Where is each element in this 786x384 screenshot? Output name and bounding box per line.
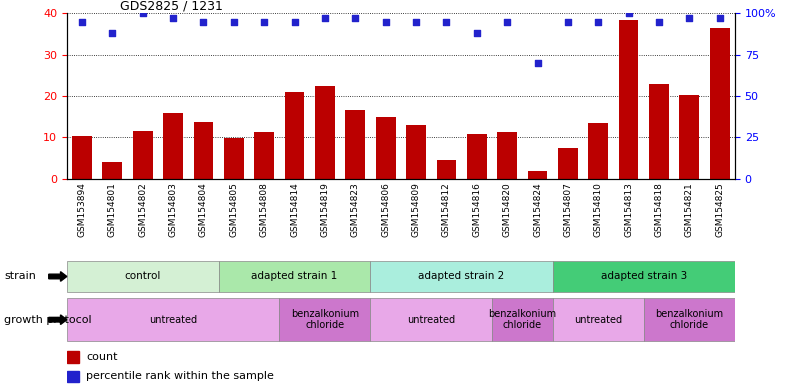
Text: GSM154819: GSM154819: [321, 182, 329, 237]
Bar: [345, 111, 365, 179]
Bar: [67, 351, 79, 363]
Point: [623, 10, 635, 17]
Text: count: count: [86, 352, 118, 362]
Bar: [279, 298, 370, 341]
Text: GSM154802: GSM154802: [138, 182, 147, 237]
Bar: [255, 132, 274, 179]
Text: GSM154801: GSM154801: [108, 182, 117, 237]
Text: GSM154814: GSM154814: [290, 182, 299, 237]
Text: strain: strain: [4, 271, 36, 281]
Text: GSM154812: GSM154812: [442, 182, 451, 237]
Point: [471, 30, 483, 36]
Bar: [224, 138, 244, 179]
Point: [714, 15, 726, 22]
Bar: [553, 261, 735, 292]
Point: [228, 19, 241, 25]
Point: [501, 19, 513, 25]
Text: GSM154808: GSM154808: [259, 182, 269, 237]
Bar: [219, 261, 370, 292]
Text: GSM154806: GSM154806: [381, 182, 390, 237]
Text: GSM154825: GSM154825: [715, 182, 724, 237]
Point: [440, 19, 453, 25]
Text: GDS2825 / 1231: GDS2825 / 1231: [120, 0, 223, 12]
Bar: [498, 132, 517, 179]
Point: [288, 19, 301, 25]
Bar: [710, 28, 729, 179]
Point: [410, 19, 422, 25]
Bar: [67, 261, 219, 292]
Point: [167, 15, 179, 22]
Text: untreated: untreated: [575, 314, 623, 325]
Point: [683, 15, 696, 22]
Text: GSM154809: GSM154809: [412, 182, 421, 237]
Point: [75, 19, 88, 25]
Text: untreated: untreated: [149, 314, 197, 325]
Point: [258, 19, 270, 25]
Bar: [492, 298, 553, 341]
Bar: [67, 371, 79, 382]
Text: GSM154805: GSM154805: [230, 182, 238, 237]
Bar: [553, 298, 644, 341]
Text: GSM154824: GSM154824: [533, 182, 542, 237]
Text: GSM154818: GSM154818: [655, 182, 663, 237]
Text: control: control: [124, 271, 161, 281]
Text: GSM154803: GSM154803: [169, 182, 178, 237]
Text: GSM154820: GSM154820: [503, 182, 512, 237]
Bar: [72, 136, 92, 179]
Text: benzalkonium
chloride: benzalkonium chloride: [656, 309, 723, 331]
Text: GSM154816: GSM154816: [472, 182, 481, 237]
Point: [318, 15, 331, 22]
Point: [380, 19, 392, 25]
Bar: [527, 171, 547, 179]
Text: adapted strain 1: adapted strain 1: [252, 271, 338, 281]
Text: GSM153894: GSM153894: [78, 182, 86, 237]
Point: [652, 19, 665, 25]
Text: benzalkonium
chloride: benzalkonium chloride: [291, 309, 359, 331]
Point: [531, 60, 544, 66]
Bar: [679, 95, 700, 179]
Point: [106, 30, 119, 36]
Bar: [619, 20, 638, 179]
Bar: [406, 125, 426, 179]
Point: [592, 19, 604, 25]
Bar: [649, 84, 669, 179]
Text: adapted strain 3: adapted strain 3: [601, 271, 687, 281]
Text: GSM154807: GSM154807: [564, 182, 572, 237]
Text: GSM154813: GSM154813: [624, 182, 633, 237]
Bar: [467, 134, 487, 179]
Text: GSM154823: GSM154823: [351, 182, 360, 237]
Bar: [370, 298, 492, 341]
Bar: [133, 131, 152, 179]
Bar: [376, 118, 395, 179]
Point: [137, 10, 149, 17]
Text: GSM154804: GSM154804: [199, 182, 208, 237]
Text: percentile rank within the sample: percentile rank within the sample: [86, 371, 274, 381]
Text: GSM154821: GSM154821: [685, 182, 694, 237]
Text: benzalkonium
chloride: benzalkonium chloride: [488, 309, 556, 331]
Point: [562, 19, 575, 25]
Bar: [644, 298, 735, 341]
Bar: [285, 92, 304, 179]
Bar: [67, 298, 279, 341]
Bar: [558, 147, 578, 179]
Bar: [370, 261, 553, 292]
Point: [197, 19, 210, 25]
Bar: [436, 160, 457, 179]
Bar: [315, 86, 335, 179]
Point: [349, 15, 362, 22]
Bar: [193, 122, 213, 179]
Bar: [102, 162, 123, 179]
Text: GSM154810: GSM154810: [593, 182, 603, 237]
Text: growth protocol: growth protocol: [4, 314, 91, 325]
Text: adapted strain 2: adapted strain 2: [418, 271, 505, 281]
Bar: [163, 113, 183, 179]
Text: untreated: untreated: [407, 314, 455, 325]
Bar: [589, 123, 608, 179]
